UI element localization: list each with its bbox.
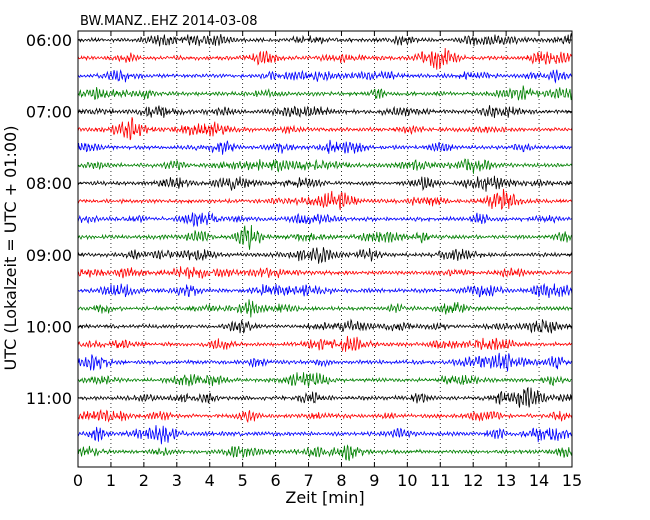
trace-line [77, 117, 573, 141]
trace-line [77, 175, 572, 192]
x-tick-label: 1 [106, 471, 116, 490]
trace-line [77, 335, 573, 353]
x-tick-label: 12 [463, 471, 483, 490]
trace-line [77, 158, 573, 174]
x-tick-label: 7 [303, 471, 313, 490]
trace-line [77, 318, 573, 334]
trace-line [77, 408, 573, 423]
y-tick-label: 11:00 [26, 389, 72, 408]
x-axis-ticks: 0 1 2 3 4 5 6 7 8 9 10 11 12 13 14 15 [73, 31, 582, 490]
trace-line [77, 105, 572, 119]
trace-line [77, 69, 573, 84]
plot-frame [77, 30, 573, 468]
x-tick-label: 2 [139, 471, 149, 490]
x-tick-label: 10 [397, 471, 417, 490]
trace-line [77, 299, 573, 318]
x-tick-label: 3 [172, 471, 182, 490]
trace-line [77, 139, 572, 155]
y-tick-label: 09:00 [26, 246, 72, 265]
x-tick-label: 0 [73, 471, 83, 490]
x-tick-label: 14 [529, 471, 549, 490]
trace-line [77, 266, 572, 280]
x-tick-label: 5 [238, 471, 248, 490]
trace-line [77, 188, 572, 211]
trace-line [77, 386, 573, 408]
trace-line [77, 33, 573, 47]
trace-line [77, 212, 573, 228]
y-tick-label: 08:00 [26, 174, 72, 193]
x-tick-label: 9 [369, 471, 379, 490]
trace-line [77, 247, 573, 264]
chart-title: BW.MANZ..EHZ 2014-03-08 [80, 14, 258, 29]
x-tick-label: 6 [271, 471, 281, 490]
x-tick-label: 8 [336, 471, 346, 490]
trace-line [77, 225, 573, 250]
trace-line [77, 85, 573, 101]
trace-line [77, 282, 573, 299]
y-tick-label: 10:00 [26, 317, 72, 336]
x-axis-label: Zeit [min] [285, 488, 364, 507]
trace-line [77, 372, 572, 387]
trace-line [77, 444, 573, 461]
x-tick-label: 13 [496, 471, 516, 490]
trace-line [77, 48, 573, 70]
trace-line [77, 352, 573, 372]
x-tick-label: 11 [430, 471, 450, 490]
x-tick-label: 15 [562, 471, 582, 490]
y-tick-label: 07:00 [26, 103, 72, 122]
y-tick-label: 06:00 [26, 31, 72, 50]
y-axis-ticks: 06:00 07:00 08:00 09:00 10:00 11:00 [26, 31, 572, 408]
y-axis-label: UTC (Lokalzeit = UTC + 01:00) [1, 126, 20, 371]
seismogram-traces [77, 33, 573, 461]
x-tick-label: 4 [205, 471, 215, 490]
trace-line [77, 425, 573, 445]
vertical-grid [110, 31, 540, 467]
